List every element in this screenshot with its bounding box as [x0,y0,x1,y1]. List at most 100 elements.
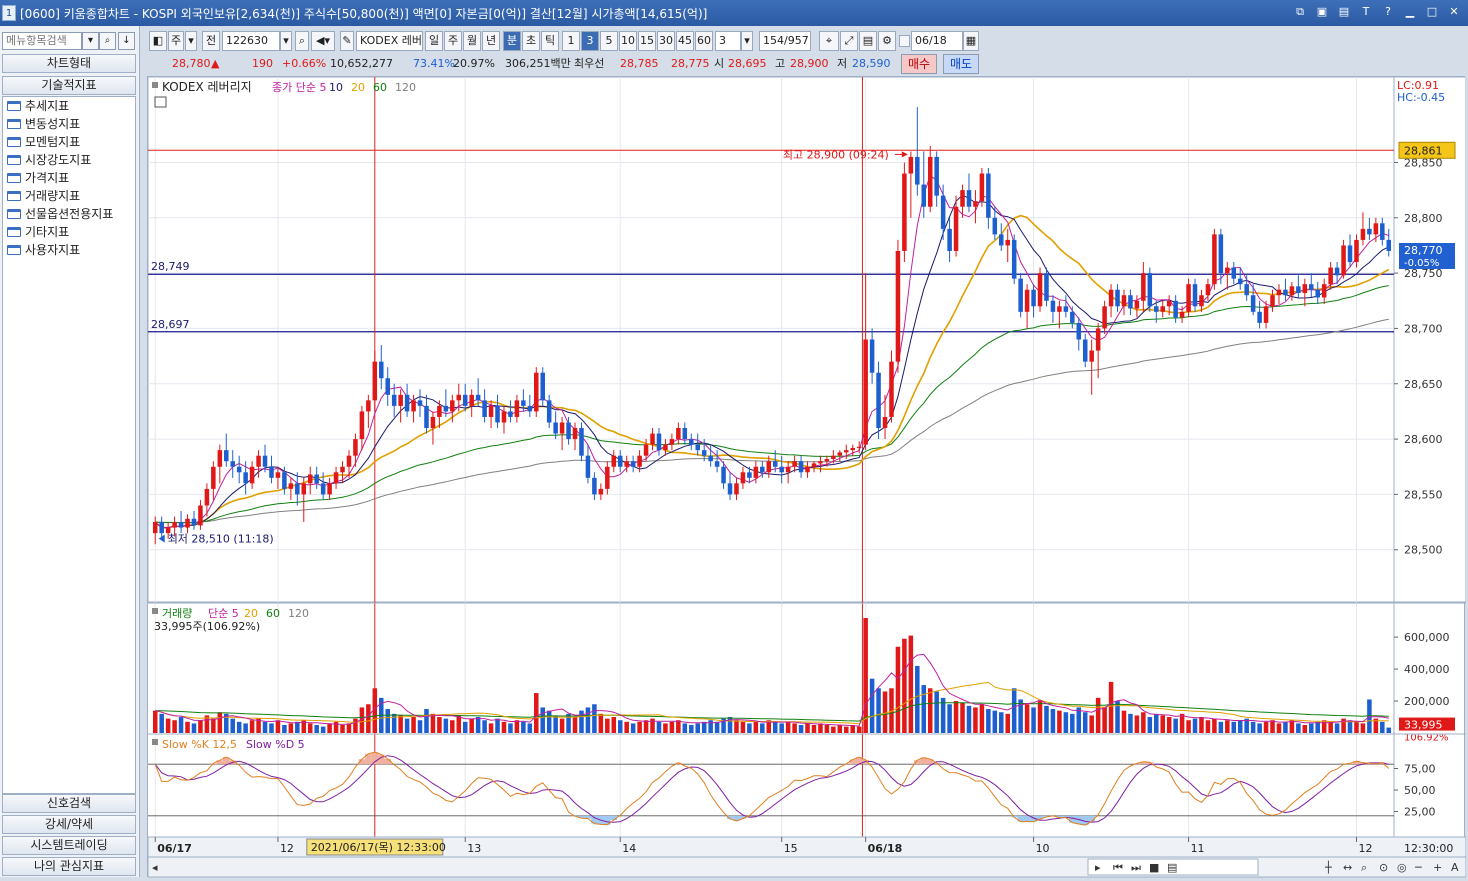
volume-bar [818,723,823,733]
candle-body [715,461,720,467]
audio-icon[interactable]: ◀▾ [311,31,335,51]
candle-body [728,483,733,494]
tree-item-volatility[interactable]: 변동성지표 [3,115,135,133]
candle-body [1031,290,1036,307]
volume-bar [863,618,868,733]
candle-body [379,362,384,379]
candle-body [747,472,752,478]
interval-3[interactable]: 3 [581,31,599,51]
layout-icon[interactable]: ◧ [149,31,167,51]
tree-item-user[interactable]: 사용자지표 [3,241,135,259]
save-icon[interactable]: ▤ [1336,4,1352,20]
chart-canvas[interactable]: 28,50028,55028,60028,65028,70028,75028,8… [148,77,1466,878]
volume-bar [405,719,410,733]
candle-body [469,395,474,406]
open-label: 시 [714,55,724,73]
tree-item-volume[interactable]: 거래량지표 [3,187,135,205]
search-icon[interactable]: ⌕ [99,32,116,50]
interval-1[interactable]: 1 [562,31,580,51]
volume-current-label: 33,995 [1404,719,1443,732]
date-input[interactable]: 06/18 [911,31,963,51]
tree-item-other[interactable]: 기타지표 [3,223,135,241]
help-icon[interactable]: ? [1380,4,1396,20]
strength-weakness-button[interactable]: 강세/약세 [2,815,136,834]
period-tick[interactable]: 틱 [541,31,559,51]
interval-5[interactable]: 5 [600,31,618,51]
interval-60[interactable]: 60 [695,31,713,51]
signal-search-button[interactable]: 신호검색 [2,794,136,813]
candle-body [1270,295,1275,306]
period-week[interactable]: 주 [444,31,462,51]
volume-bar [1264,722,1269,733]
calendar-icon[interactable]: ▦ [963,31,979,51]
tree-item-trend[interactable]: 추세지표 [3,97,135,115]
interval-30[interactable]: 30 [657,31,675,51]
buy-button[interactable]: 매수 [901,54,937,74]
volume-bar [1077,707,1082,733]
menu-search-input[interactable] [2,32,82,50]
code-dropdown-icon[interactable]: ▾ [280,31,292,51]
candle-body [1309,284,1314,290]
interval-10[interactable]: 10 [619,31,637,51]
interval-45[interactable]: 45 [676,31,694,51]
tree-item-market-strength[interactable]: 시장강도지표 [3,151,135,169]
tile-icon[interactable]: ▣ [1314,4,1330,20]
interval-15[interactable]: 15 [638,31,656,51]
candle-body [489,406,494,417]
search-icon[interactable]: ⌕ [295,31,309,51]
crosshair-icon[interactable]: ⌖ [819,31,839,51]
candle-body [876,373,881,428]
font-icon[interactable]: T [1358,4,1374,20]
interval-dropdown-icon[interactable]: ▾ [741,31,753,51]
period-year[interactable]: 년 [482,31,500,51]
my-indicators-button[interactable]: 나의 관심지표 [2,857,136,876]
stock-type-select[interactable]: 주 [168,31,184,51]
period-day[interactable]: 일 [425,31,443,51]
chart-type-header[interactable]: 차트형태 [2,54,136,73]
search-dropdown-icon[interactable]: ▾ [82,32,99,50]
sell-button[interactable]: 매도 [943,54,979,74]
maximize-icon[interactable]: □ [1424,4,1440,20]
link-icon[interactable]: ⧉ [1292,4,1308,20]
volume-bar [825,725,830,733]
candle-body [1335,268,1340,276]
legend-marker [152,608,158,614]
candle-body [980,174,985,202]
stock-code-input[interactable]: 122630 [222,31,280,51]
settings-gear-icon[interactable]: ⚙ [878,31,896,51]
stock-type-dropdown-icon[interactable]: ▾ [185,31,197,51]
folder-icon [7,173,21,183]
volume-bar [1219,722,1224,733]
pen-icon[interactable]: ✎ [340,31,354,51]
date-checkbox[interactable] [899,35,910,47]
download-icon[interactable]: ↓ [118,32,135,50]
period-minute[interactable]: 분 [503,31,521,51]
interval-input[interactable]: 3 [715,31,741,51]
tree-item-momentum[interactable]: 모멘텀지표 [3,133,135,151]
system-trading-button[interactable]: 시스템트레이딩 [2,836,136,855]
close-icon[interactable]: ✕ [1446,4,1462,20]
volume-bar [579,711,584,733]
y-tick-label: 28,800 [1404,212,1443,225]
tree-item-futures-options[interactable]: 선물옵션전용지표 [3,205,135,223]
volume-bar [986,709,991,733]
volume-bar [792,723,797,733]
all-market-button[interactable]: 전 [202,31,220,51]
candle-body [1064,306,1069,312]
volume-bar [676,720,681,733]
tree-item-price[interactable]: 가격지표 [3,169,135,187]
volume-bar [1070,714,1075,733]
minimize-icon[interactable]: ▁ [1402,4,1418,20]
zoom-icon[interactable]: ⤢ [840,31,858,51]
candle-body [592,478,597,495]
candle-body [702,450,707,456]
candle-body [657,434,662,451]
save-chart-icon[interactable]: ▤ [859,31,877,51]
candle-body [812,463,817,466]
tech-indicator-header[interactable]: 기술적지표 [2,76,136,95]
candle-body [1251,295,1256,312]
period-second[interactable]: 초 [522,31,540,51]
candle-body [754,467,759,478]
period-month[interactable]: 월 [463,31,481,51]
